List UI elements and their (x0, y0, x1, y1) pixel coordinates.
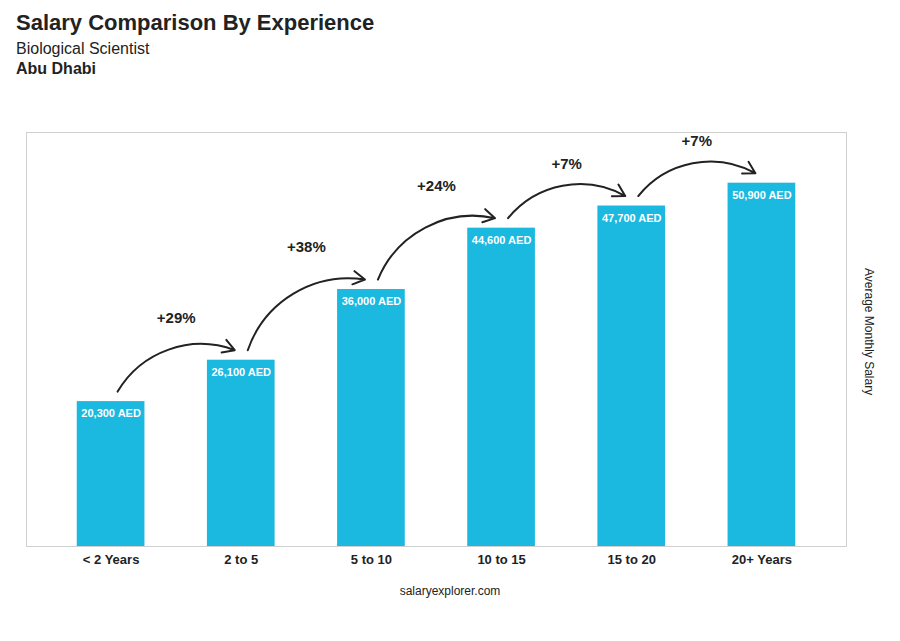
svg-text:5 to 10: 5 to 10 (351, 552, 392, 567)
svg-text:20,300 AED: 20,300 AED (81, 407, 141, 419)
html-text:Average Monthly Salary: Average Monthly Salary (862, 268, 876, 396)
svg-text:+24%: +24% (417, 177, 456, 194)
svg-text:20+ Years: 20+ Years (732, 552, 792, 567)
svg-text:26,100 AED: 26,100 AED (211, 366, 271, 378)
svg-text:47,700 AED: 47,700 AED (602, 212, 662, 224)
svg-text:< 2 Years: < 2 Years (83, 552, 140, 567)
svg-text:+7%: +7% (682, 132, 712, 149)
svg-text:+29%: +29% (157, 309, 196, 326)
html-text:salaryexplorer.com: salaryexplorer.com (399, 584, 501, 598)
svg-text:+7%: +7% (551, 155, 581, 172)
html-text:Abu Dhabi: Abu Dhabi (16, 60, 96, 77)
svg-text:10 to 15: 10 to 15 (477, 552, 525, 567)
svg-text:50,900 AED: 50,900 AED (732, 189, 792, 201)
svg-text:36,000 AED: 36,000 AED (342, 295, 402, 307)
svg-text:+38%: +38% (287, 238, 326, 255)
svg-text:15 to 20: 15 to 20 (608, 552, 656, 567)
html-text:Salary Comparison By Experienc: Salary Comparison By Experience (16, 10, 375, 35)
html-text:Biological Scientist: Biological Scientist (16, 40, 150, 57)
svg-text:2 to 5: 2 to 5 (224, 552, 258, 567)
svg-text:44,600 AED: 44,600 AED (472, 234, 532, 246)
